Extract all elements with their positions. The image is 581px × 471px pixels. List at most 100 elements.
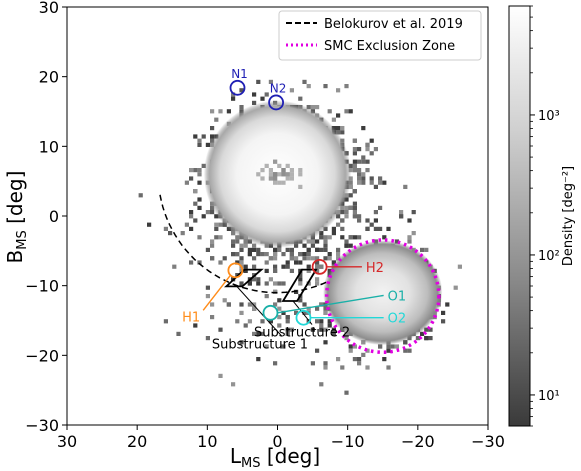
x-tick-label: 30: [57, 432, 77, 451]
density-pixel: [344, 214, 349, 219]
density-pixel: [373, 147, 378, 152]
density-pixel: [331, 231, 336, 236]
density-pixel: [399, 214, 404, 219]
lmc-core-pixel: [273, 180, 278, 185]
density-pixel: [210, 302, 215, 307]
density-pixel: [294, 256, 299, 261]
density-pixel: [247, 319, 252, 324]
density-pixel: [201, 134, 206, 139]
density-pixel: [365, 168, 370, 173]
density-pixel: [197, 260, 202, 265]
density-pixel: [336, 357, 341, 362]
density-pixel: [252, 331, 257, 336]
legend-label-belokurov: Belokurov et al. 2019: [324, 17, 463, 32]
density-pixel: [352, 159, 357, 164]
density-pixel: [197, 205, 202, 210]
density-pixel: [357, 235, 362, 240]
lmc-core-pixel: [273, 176, 278, 181]
density-pixel: [365, 142, 370, 147]
density-pixel: [365, 348, 370, 353]
density-pixel: [302, 79, 307, 84]
density-pixel: [147, 222, 152, 227]
density-pixel: [289, 256, 294, 261]
density-pixel: [252, 306, 257, 311]
density-pixel: [260, 96, 265, 101]
density-pixel: [315, 348, 320, 353]
density-pixel: [210, 134, 215, 139]
density-pixel: [294, 289, 299, 294]
colorbar-tick-label: 10³: [538, 109, 560, 124]
density-pixel: [323, 239, 328, 244]
density-pixel: [382, 235, 387, 240]
density-pixel: [357, 361, 362, 366]
density-pixel: [407, 348, 412, 353]
density-pixel: [386, 344, 391, 349]
density-pixel: [239, 247, 244, 252]
density-pixel: [197, 142, 202, 147]
density-pixel: [218, 222, 223, 227]
density-pixel: [302, 243, 307, 248]
density-pixel: [197, 172, 202, 177]
density-pixel: [210, 126, 215, 131]
colorbar-tick-label: 10²: [538, 249, 560, 264]
density-pixel: [205, 336, 210, 341]
lmc-core-pixel: [298, 184, 303, 189]
density-pixel: [453, 285, 458, 290]
density-pixel: [214, 117, 219, 122]
density-pixel: [273, 256, 278, 261]
density-pixel: [256, 79, 261, 84]
density-pixel: [189, 176, 194, 181]
density-pixel: [273, 252, 278, 257]
density-pixel: [298, 96, 303, 101]
density-pixel: [252, 277, 257, 282]
density-pixel: [189, 260, 194, 265]
density-pixel: [252, 243, 257, 248]
colorbar: 10¹ 10² 10³ Density [deg⁻²]: [508, 5, 576, 427]
density-pixel: [231, 96, 236, 101]
density-pixel: [403, 348, 408, 353]
density-pixel: [340, 130, 345, 135]
density-pixel: [340, 210, 345, 215]
density-pixel: [285, 264, 290, 269]
lmc-core-pixel: [289, 172, 294, 177]
density-pixel: [306, 252, 311, 257]
density-pixel: [264, 252, 269, 257]
density-pixel: [231, 231, 236, 236]
density-pixel: [226, 109, 231, 114]
density-pixel: [340, 218, 345, 223]
density-pixel: [268, 277, 273, 282]
x-tick-label: 20: [127, 432, 147, 451]
density-pixel: [235, 252, 240, 257]
x-tick-label: 0: [272, 432, 282, 451]
density-pixel: [306, 264, 311, 269]
density-pixel: [352, 205, 357, 210]
density-pixel: [210, 256, 215, 261]
lmc-core-pixel: [268, 176, 273, 181]
density-pixel: [315, 281, 320, 286]
density-pixel: [428, 327, 433, 332]
lmc-core-pixel: [285, 176, 290, 181]
density-pixel: [357, 218, 362, 223]
lmc-core-pixel: [281, 180, 286, 185]
density-pixel: [298, 281, 303, 286]
density-pixel: [205, 247, 210, 252]
density-pixel: [273, 302, 278, 307]
substructure-1-label: Substructure 1: [212, 337, 308, 352]
density-pixel: [239, 243, 244, 248]
density-pixel: [361, 340, 366, 345]
lmc-core-pixel: [289, 168, 294, 173]
density-pixel: [268, 79, 273, 84]
density-pixel: [344, 336, 349, 341]
density-pixel: [214, 214, 219, 219]
density-pixel: [357, 159, 362, 164]
density-pixel: [348, 184, 353, 189]
density-pixel: [214, 226, 219, 231]
density-pixel: [189, 226, 194, 231]
density-pixel: [273, 264, 278, 269]
density-pixel: [247, 247, 252, 252]
density-pixel: [210, 210, 215, 215]
x-axis-ticks: 30 20 10 0 −10 −20 −30: [57, 425, 505, 451]
density-pixel: [306, 105, 311, 110]
density-pixel: [281, 281, 286, 286]
density-pixel: [390, 344, 395, 349]
